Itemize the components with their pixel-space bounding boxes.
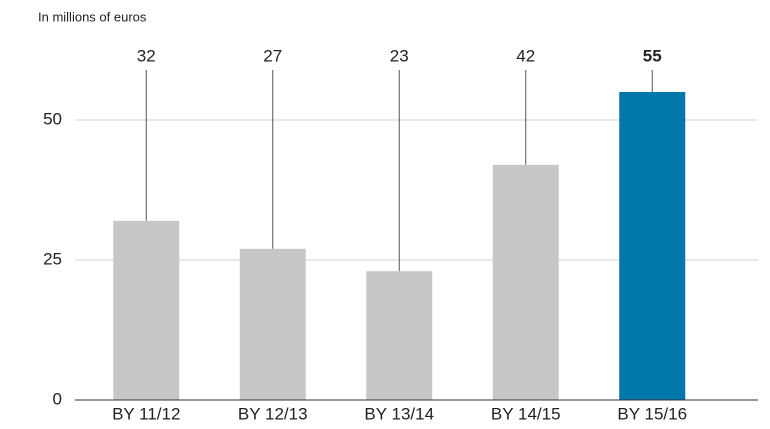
value-label: 27 <box>263 46 282 65</box>
x-tick-label: BY 11/12 <box>112 404 180 423</box>
x-tick-label: BY 13/14 <box>364 404 434 423</box>
x-tick-label: BY 12/13 <box>238 404 308 423</box>
y-tick-label: 50 <box>43 109 62 128</box>
bar <box>239 248 306 400</box>
value-label: 32 <box>137 46 156 65</box>
x-tick-label: BY 14/15 <box>491 404 561 423</box>
bar <box>619 92 686 400</box>
bar <box>366 271 433 400</box>
y-tick-label: 0 <box>53 389 62 408</box>
value-label: 23 <box>390 46 409 65</box>
bar <box>113 220 180 400</box>
value-label: 42 <box>516 46 535 65</box>
x-tick-label: BY 15/16 <box>617 404 687 423</box>
value-label: 55 <box>643 46 662 65</box>
bar <box>492 164 559 400</box>
y-tick-label: 25 <box>43 249 62 268</box>
axis-unit-label: In millions of euros <box>38 9 147 24</box>
